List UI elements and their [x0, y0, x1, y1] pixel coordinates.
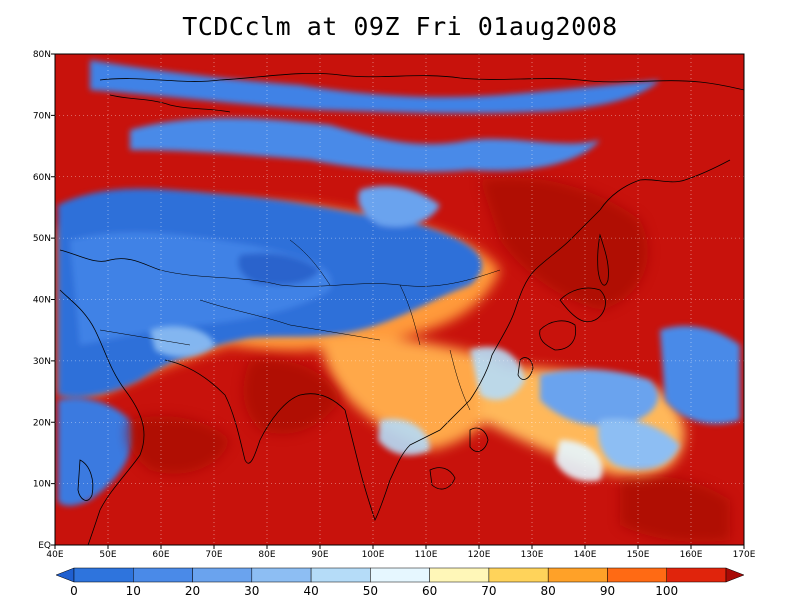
lon-tick-label: 60E — [152, 550, 169, 560]
lon-tick-label: 50E — [99, 550, 116, 560]
map-title: TCDCclm at 09Z Fri 01aug2008 — [182, 12, 618, 41]
lon-tick-label: 40E — [46, 550, 63, 560]
colorbar-swatch — [547, 567, 608, 583]
country-borders — [99, 239, 501, 411]
lat-tick-label: EQ — [38, 541, 51, 551]
colorbar-label: 20 — [185, 584, 200, 598]
lat-tick-label: 10N — [33, 480, 51, 490]
cloud-cover-field — [55, 54, 744, 545]
colorbar: 0 10 20 30 40 50 60 70 80 90 100 — [55, 567, 745, 598]
colorbar-swatch — [725, 567, 745, 583]
lon-tick-label: 130E — [521, 550, 544, 560]
colorbar-label: 30 — [244, 584, 259, 598]
lon-tick-label: 100E — [362, 550, 385, 560]
lon-tick-label: 80E — [258, 550, 275, 560]
colorbar-swatch — [55, 567, 75, 583]
lon-tick-label: 70E — [205, 550, 222, 560]
longitude-axis: 40E 50E 60E 70E 80E 90E 100E 110E 120E 130E 140E 15… — [46, 545, 756, 560]
lat-tick-label: 30N — [33, 357, 51, 367]
coastlines — [59, 72, 744, 545]
colorbar-swatch — [666, 567, 727, 583]
lat-tick-label: 20N — [33, 418, 51, 428]
colorbar-label: 10 — [126, 584, 141, 598]
colorbar-label: 0 — [70, 584, 78, 598]
colorbar-swatch — [310, 567, 371, 583]
colorbar-label: 60 — [422, 584, 437, 598]
latitude-axis: EQ 10N 20N 30N 40N 50N 60N 70N 80N — [33, 50, 55, 551]
lon-tick-label: 160E — [680, 550, 703, 560]
lon-tick-label: 90E — [311, 550, 328, 560]
dense-cloud-cores — [128, 177, 730, 542]
colorbar-label: 50 — [363, 584, 378, 598]
colorbar-swatch — [133, 567, 193, 583]
colorbar-swatch — [488, 567, 549, 583]
colorbar-swatch — [192, 567, 253, 583]
colorbar-label: 90 — [600, 584, 615, 598]
colorbar-label: 40 — [303, 584, 318, 598]
lon-tick-label: 120E — [468, 550, 491, 560]
lat-lon-grid — [55, 54, 744, 545]
colorbar-swatch — [607, 567, 667, 583]
colorbar-swatch — [370, 567, 430, 583]
colorbar-label: 70 — [481, 584, 496, 598]
lon-tick-label: 150E — [627, 550, 650, 560]
partial-cloud-streaks — [150, 325, 603, 482]
colorbar-swatch — [429, 567, 490, 583]
colorbar-swatch — [73, 567, 134, 583]
lat-tick-label: 80N — [33, 50, 51, 60]
lat-tick-label: 50N — [33, 234, 51, 244]
lat-tick-label: 40N — [33, 296, 51, 306]
colorbar-label: 100 — [655, 584, 678, 598]
lat-tick-label: 60N — [33, 173, 51, 183]
lon-tick-label: 110E — [415, 550, 438, 560]
lat-tick-label: 70N — [33, 111, 51, 121]
lon-tick-label: 170E — [733, 550, 756, 560]
lon-tick-label: 140E — [574, 550, 597, 560]
colorbar-label: 80 — [541, 584, 556, 598]
colorbar-swatch — [251, 567, 312, 583]
